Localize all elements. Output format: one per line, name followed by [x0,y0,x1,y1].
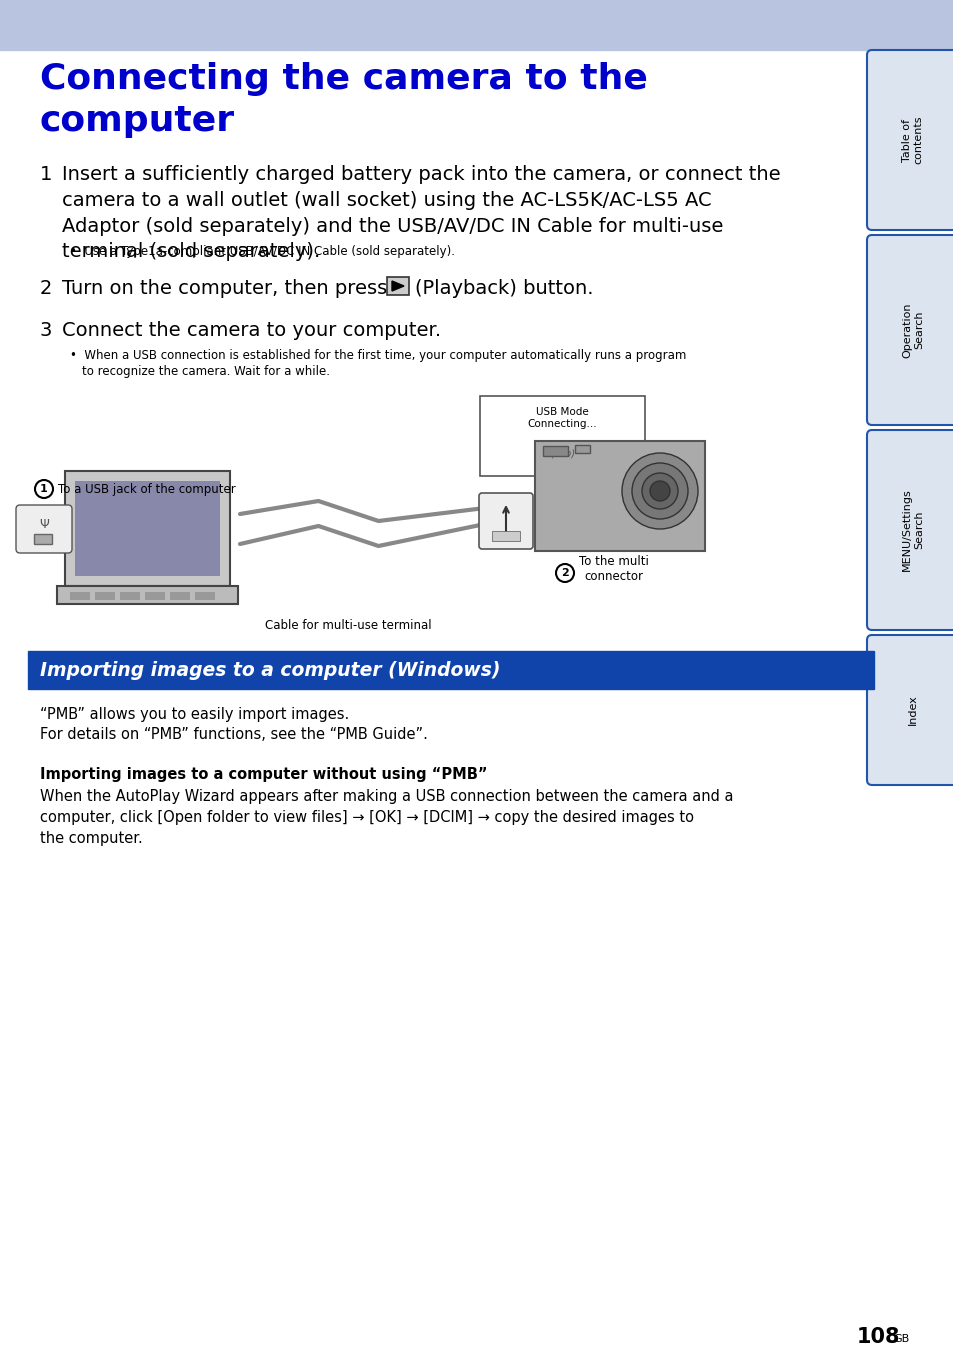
Circle shape [641,474,678,509]
Bar [145,591,165,600]
Text: When the AutoPlay Wizard appears after making a USB connection between the camer: When the AutoPlay Wizard appears after m… [40,789,733,846]
Circle shape [621,453,698,528]
Text: For details on “PMB” functions, see the “PMB Guide”.: For details on “PMB” functions, see the … [40,727,428,742]
Text: (usb): (usb) [550,449,575,459]
Text: Connecting the camera to the: Connecting the camera to the [40,62,647,96]
Bar [387,277,409,294]
Text: Ψ: Ψ [39,519,49,531]
FancyBboxPatch shape [866,430,953,630]
FancyBboxPatch shape [866,235,953,424]
Text: 2: 2 [40,279,52,298]
Text: To the multi
connector: To the multi connector [578,554,648,583]
Circle shape [35,481,53,498]
Text: “PMB” allows you to easily import images.: “PMB” allows you to easily import images… [40,706,349,721]
Bar [535,441,704,550]
Text: Importing images to a computer (Windows): Importing images to a computer (Windows) [40,660,500,679]
Text: computer: computer [40,104,234,138]
Text: to recognize the camera. Wait for a while.: to recognize the camera. Wait for a whil… [82,366,330,378]
Text: 1: 1 [40,485,48,494]
Bar [0,0,953,51]
Text: (Playback) button.: (Playback) button. [415,279,593,298]
Text: 1: 1 [40,166,52,183]
FancyBboxPatch shape [866,635,953,784]
Bar [57,586,237,604]
Text: Importing images to a computer without using “PMB”: Importing images to a computer without u… [40,767,487,782]
FancyBboxPatch shape [16,505,71,553]
Bar [70,591,90,600]
FancyBboxPatch shape [866,51,953,230]
Bar [28,652,873,689]
Text: Turn on the computer, then press: Turn on the computer, then press [62,279,387,298]
Circle shape [556,564,574,582]
Text: 3: 3 [40,320,52,340]
Text: •  Use a Type1a-compliant USB/AV/DC IN Cable (sold separately).: • Use a Type1a-compliant USB/AV/DC IN Ca… [70,245,455,257]
Bar [492,531,519,541]
FancyBboxPatch shape [478,493,533,549]
Bar [479,396,644,476]
Bar [194,591,214,600]
Text: USB Mode
Connecting...: USB Mode Connecting... [527,407,597,428]
Text: Insert a sufficiently charged battery pack into the camera, or connect the
camer: Insert a sufficiently charged battery pa… [62,166,780,261]
Polygon shape [392,281,403,292]
Bar [95,591,115,600]
Text: 108: 108 [856,1327,900,1347]
Bar [542,446,567,456]
Bar [120,591,140,600]
Circle shape [649,481,669,501]
Text: Table of
contents: Table of contents [902,116,923,164]
Text: •  When a USB connection is established for the first time, your computer automa: • When a USB connection is established f… [70,349,685,361]
Text: Operation
Search: Operation Search [902,303,923,357]
Bar [34,534,52,543]
Text: 2: 2 [560,568,568,578]
Text: Cable for multi-use terminal: Cable for multi-use terminal [265,619,432,632]
Text: MENU/Settings
Search: MENU/Settings Search [902,489,923,571]
Text: To a USB jack of the computer: To a USB jack of the computer [58,482,235,496]
Bar [170,591,190,600]
Bar [575,445,589,453]
Bar [65,471,230,586]
Text: Index: Index [907,694,917,726]
Bar [75,481,220,576]
Text: GB: GB [892,1333,908,1344]
Circle shape [631,463,687,519]
Text: Connect the camera to your computer.: Connect the camera to your computer. [62,320,440,340]
